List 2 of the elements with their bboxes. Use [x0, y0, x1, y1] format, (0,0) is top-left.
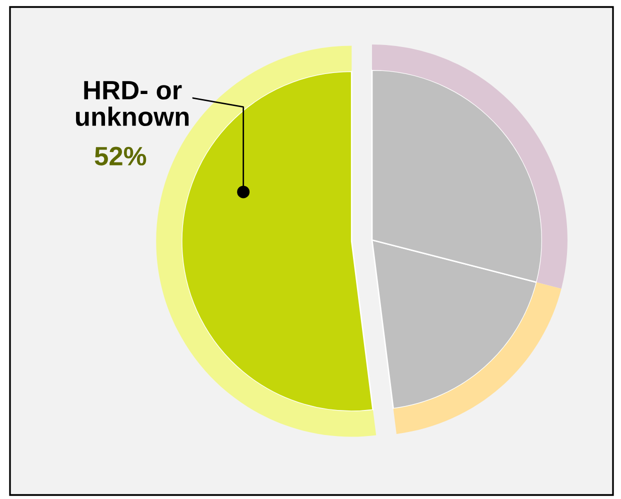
- slice-label: HRD- or unknown: [76, 81, 189, 126]
- text: 52%: [94, 146, 146, 166]
